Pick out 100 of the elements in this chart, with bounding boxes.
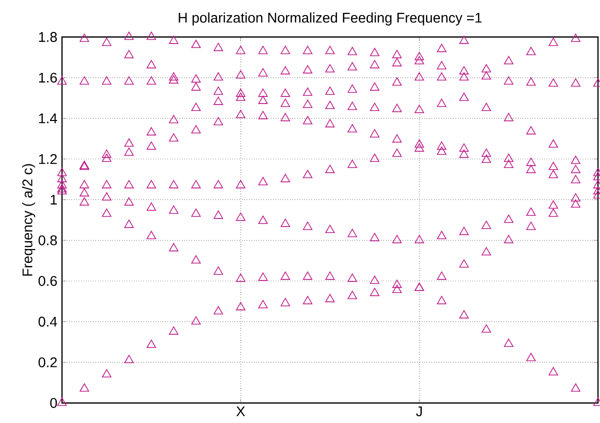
point <box>146 202 156 211</box>
point <box>146 141 156 150</box>
point <box>146 230 156 240</box>
point <box>392 148 402 157</box>
point <box>436 272 446 280</box>
point <box>325 294 335 302</box>
point <box>348 84 358 93</box>
point <box>414 52 424 60</box>
point <box>236 70 246 79</box>
point <box>146 60 156 68</box>
point <box>482 64 492 72</box>
point <box>459 143 469 152</box>
point <box>168 114 178 124</box>
chart-title: H polarization Normalized Feeding Frequency =1 <box>178 12 482 26</box>
point <box>146 180 156 188</box>
point <box>482 247 492 256</box>
point <box>414 104 424 114</box>
point <box>325 272 335 280</box>
point <box>124 76 134 85</box>
point <box>258 176 268 186</box>
point <box>124 50 134 58</box>
point <box>80 188 90 196</box>
point <box>570 156 580 164</box>
point <box>102 180 112 188</box>
point <box>191 40 201 48</box>
point <box>370 82 380 91</box>
point <box>482 102 492 112</box>
point <box>370 232 380 242</box>
point <box>504 234 514 244</box>
point <box>392 50 402 58</box>
point <box>436 146 446 155</box>
point <box>526 164 536 174</box>
point <box>57 174 67 182</box>
y-tick-label: 0 <box>50 398 57 408</box>
point <box>124 32 134 40</box>
y-axis-title: Frequency ( a/2 c) <box>22 164 36 276</box>
point <box>459 92 469 101</box>
point <box>80 197 90 206</box>
point <box>459 310 469 318</box>
point <box>570 78 580 87</box>
point <box>236 46 246 54</box>
point <box>548 162 558 170</box>
point <box>348 124 358 132</box>
point <box>236 110 246 118</box>
point <box>124 197 134 206</box>
y-tick-label: 1.6 <box>39 72 57 83</box>
point <box>146 32 156 40</box>
point <box>214 116 224 126</box>
point <box>57 168 67 176</box>
point <box>436 98 446 107</box>
point <box>258 46 268 54</box>
point <box>258 300 268 308</box>
point <box>504 56 514 64</box>
point <box>124 147 134 156</box>
point <box>482 220 492 229</box>
point <box>80 76 90 85</box>
point <box>168 72 178 81</box>
point <box>370 154 380 162</box>
point <box>57 184 67 192</box>
point <box>168 75 178 84</box>
point <box>280 174 290 182</box>
point <box>482 71 492 80</box>
point <box>124 220 134 228</box>
point <box>436 44 446 52</box>
point <box>325 46 335 54</box>
point <box>191 125 201 134</box>
point <box>302 170 312 178</box>
point <box>526 352 536 362</box>
point <box>214 86 224 95</box>
point <box>526 207 536 216</box>
point <box>348 228 358 238</box>
point <box>370 276 380 284</box>
y-tick-label: 0.6 <box>38 276 57 286</box>
point <box>280 88 290 97</box>
point <box>436 61 446 70</box>
point <box>302 222 312 230</box>
point <box>504 112 514 122</box>
point <box>414 143 424 152</box>
point <box>570 174 580 184</box>
point <box>214 42 224 52</box>
point <box>236 274 246 282</box>
point <box>526 158 536 166</box>
point <box>504 338 514 347</box>
point <box>168 133 178 142</box>
point <box>325 164 335 174</box>
point <box>57 186 67 194</box>
point <box>102 38 112 46</box>
point <box>392 234 402 244</box>
point <box>370 48 380 56</box>
point <box>102 208 112 217</box>
point <box>325 119 335 128</box>
point <box>214 96 224 105</box>
point <box>258 88 268 97</box>
point <box>392 284 402 294</box>
point <box>370 102 380 112</box>
point <box>436 72 446 81</box>
point <box>392 280 402 288</box>
point <box>436 230 446 240</box>
point <box>526 46 536 56</box>
point <box>280 218 290 227</box>
